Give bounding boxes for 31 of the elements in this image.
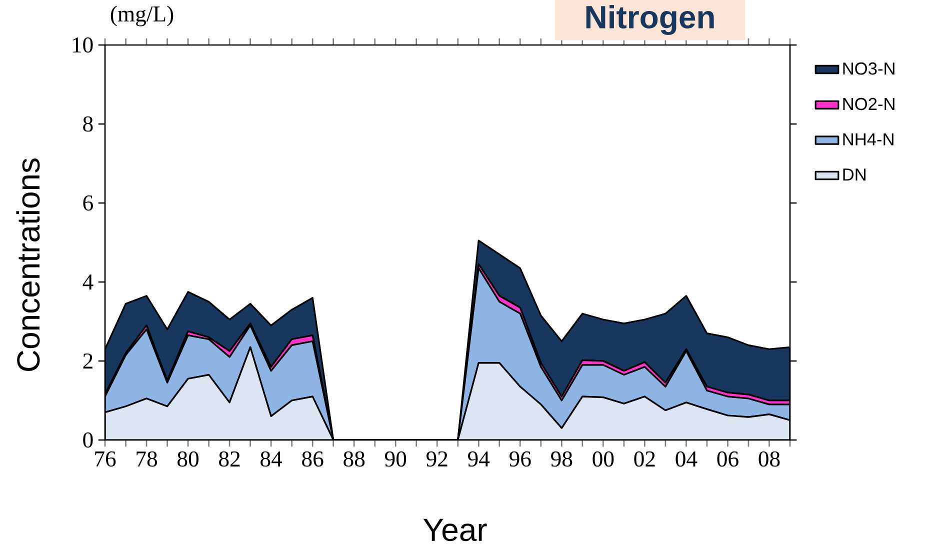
x-tick-label: 92: [426, 451, 448, 467]
x-tick-label: 82: [219, 451, 240, 467]
x-tick-label: 88: [344, 451, 365, 467]
x-axis-title: Year: [423, 518, 487, 542]
y-tick-label: 4: [82, 274, 94, 290]
x-tick-label: 94: [468, 451, 490, 467]
text: (mg/L): [110, 6, 174, 26]
y-tick-label: 0: [83, 432, 93, 448]
x-tick-label: 08: [758, 451, 780, 467]
y-tick-label: 10: [72, 37, 93, 53]
y-tick-label: 2: [83, 353, 92, 368]
x-tick-label: 98: [551, 451, 572, 467]
x-tick-label: 84: [260, 451, 282, 467]
x-tick-label: 76: [95, 451, 116, 467]
y-axis-title: Concentrations: [16, 158, 40, 371]
legend-label: NO3-N: [843, 62, 894, 75]
x-tick-label: 96: [510, 451, 531, 467]
x-tick-label: 02: [634, 451, 655, 467]
x-tick-label: 78: [136, 451, 157, 467]
y-tick-label: 6: [83, 195, 93, 211]
x-tick-label: 80: [178, 451, 199, 467]
x-tick-label: 86: [302, 451, 324, 467]
chart-title: Nitrogen: [586, 5, 714, 35]
y-tick-label: 8: [83, 116, 93, 132]
x-tick-label: 04: [676, 451, 698, 467]
legend-label: NO2-N: [843, 98, 894, 110]
legend-label: NH4-N: [843, 133, 894, 146]
legend-label: DN: [843, 168, 866, 180]
x-tick-label: 06: [717, 451, 738, 467]
x-tick-label: 90: [385, 451, 406, 467]
x-tick-label: 00: [592, 451, 614, 467]
